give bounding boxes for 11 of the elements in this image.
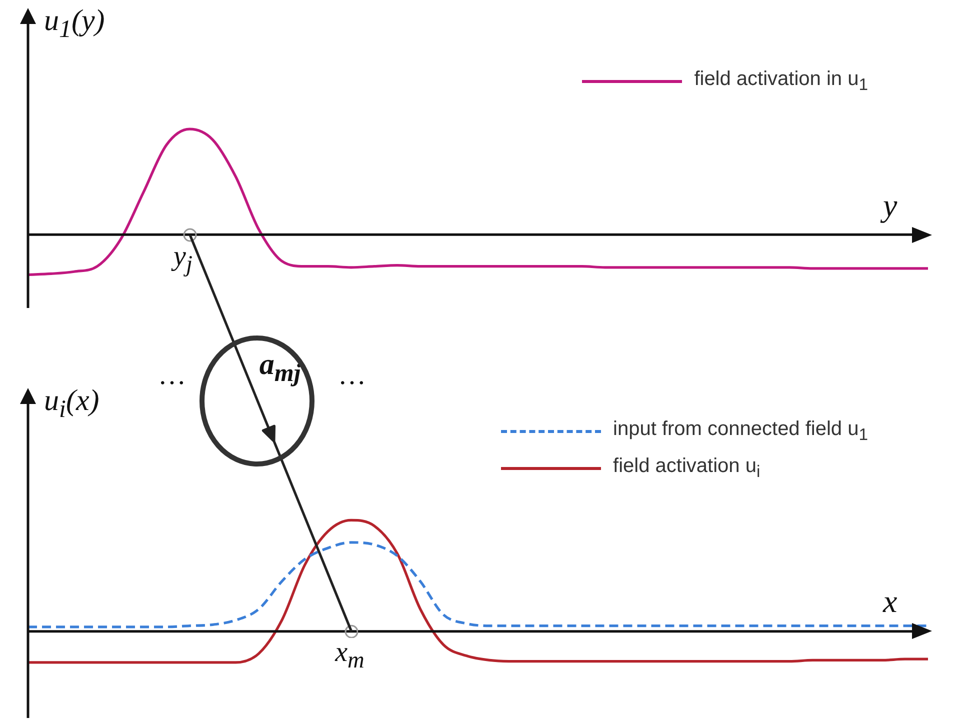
annotation: x$_{m}$ [335, 637, 364, 675]
text: … [338, 360, 366, 392]
y-axis-title: u$_{1}$(y) [44, 4, 105, 44]
y-axis-title: u$_{i}$(x) [44, 384, 100, 424]
x-axis-title: x [883, 583, 898, 620]
annotation: y$_{j}$ [174, 240, 192, 278]
legend-label: field activation in u$_{1}$ [694, 68, 868, 95]
text: … [158, 360, 186, 392]
legend-label: field activation u$_{i}$ [613, 455, 760, 482]
text: a$_{mj}$ [259, 348, 301, 388]
legend-label: input from connected field u$_{1}$ [613, 418, 868, 445]
